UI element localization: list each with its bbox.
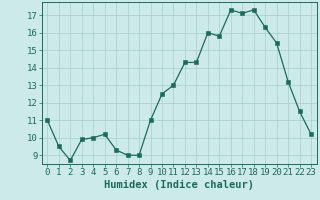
- X-axis label: Humidex (Indice chaleur): Humidex (Indice chaleur): [104, 180, 254, 190]
